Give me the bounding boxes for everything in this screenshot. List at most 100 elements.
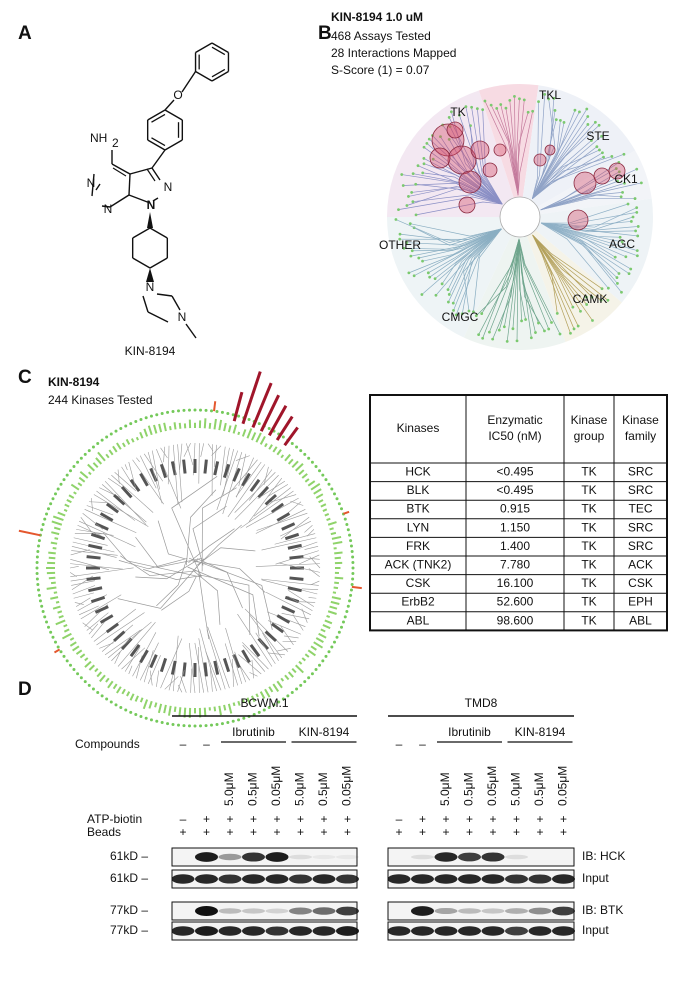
- tree-leaf-label: [90, 595, 106, 604]
- tree-dot: [51, 497, 55, 501]
- kinome-branch: [518, 238, 532, 338]
- tree-bar: [272, 683, 280, 692]
- tree-bar: [237, 700, 241, 706]
- kinome-branch: [532, 125, 600, 199]
- tree-branch: [299, 554, 320, 565]
- table-cell: TK: [581, 595, 596, 609]
- tree-dot: [96, 691, 100, 695]
- table-cell: 0.915: [500, 502, 530, 516]
- kinome-branch: [540, 222, 618, 284]
- kinome-node: [491, 337, 495, 341]
- tree-bar: [223, 422, 227, 432]
- tree-branch: [274, 533, 316, 545]
- tree-dot: [45, 512, 49, 516]
- tree-dot: [348, 599, 352, 603]
- kinome-branch: [541, 222, 638, 237]
- blot-band: [505, 908, 528, 914]
- tree-dot: [318, 469, 322, 473]
- tree-leaf-label: [290, 566, 304, 570]
- kinome-branch: [532, 124, 589, 199]
- row-label: Beads: [87, 825, 121, 839]
- tree-bar: [53, 591, 58, 594]
- kinome-branch: [516, 98, 520, 196]
- tree-dot: [215, 722, 219, 726]
- tree-dot: [59, 650, 63, 654]
- interaction-circle: [533, 153, 547, 167]
- tree-branch: [104, 480, 147, 525]
- kinome-node: [576, 324, 580, 328]
- kinome-node: [629, 267, 633, 271]
- tree-dot: [339, 507, 343, 511]
- kinome-node: [447, 138, 451, 141]
- kinome-node: [477, 333, 481, 337]
- tree-dot: [114, 703, 118, 707]
- tree-bar: [84, 660, 92, 668]
- tree-bar: [251, 695, 256, 703]
- tree-bar: [178, 707, 182, 717]
- kinome-node: [534, 331, 537, 334]
- bond: [147, 109, 166, 121]
- bond: [152, 197, 159, 202]
- sign: +: [273, 825, 280, 839]
- tree-dot: [129, 710, 133, 714]
- tree-branch: [136, 457, 140, 462]
- table-cell: ErbB2: [401, 595, 435, 609]
- tree-bar: [264, 688, 271, 698]
- table-cell: 16.100: [497, 576, 534, 590]
- tree-branch: [257, 480, 286, 499]
- tree-branch: [172, 444, 179, 505]
- tree-branch: [261, 578, 319, 586]
- tree-branch: [280, 625, 294, 646]
- tree-dot: [149, 414, 153, 418]
- kinome-branch: [541, 222, 621, 238]
- tree-dot: [65, 473, 69, 477]
- tree-leaf-label: [139, 649, 149, 664]
- tree-dot: [307, 456, 311, 460]
- cell-line: BCWM.1: [241, 696, 289, 710]
- tree-bar: [332, 591, 337, 594]
- blot-band: [289, 907, 312, 915]
- tree-branch: [244, 608, 289, 652]
- tree-branch: [114, 651, 121, 664]
- tree-leaf-label: [139, 472, 149, 487]
- kinome-branch: [470, 125, 503, 205]
- tree-bar: [79, 653, 86, 659]
- kinome-node: [619, 195, 623, 199]
- tree-bar: [259, 435, 266, 445]
- kinome-node: [511, 327, 515, 331]
- tree-leaf-label: [88, 586, 103, 593]
- mw-marker: 61kD –: [110, 871, 148, 885]
- tree-branch: [267, 484, 289, 497]
- kinome-node: [585, 107, 589, 111]
- tree-branch: [194, 524, 242, 570]
- tree-branch: [256, 512, 308, 531]
- tree-branch: [213, 444, 218, 468]
- kinome-node: [411, 200, 415, 204]
- tree-dot: [341, 620, 345, 624]
- tree-branch: [188, 642, 196, 694]
- tree-dot: [91, 687, 95, 691]
- tree-bar: [272, 446, 278, 453]
- table-cell: BLK: [407, 483, 430, 497]
- kinome-branch: [517, 111, 533, 196]
- kinome-node: [591, 319, 594, 322]
- tree-branch: [290, 500, 304, 506]
- tree-branch: [261, 537, 317, 551]
- tree-dot: [333, 640, 337, 644]
- tree-dot: [226, 721, 230, 725]
- kinome-node: [410, 191, 414, 194]
- tree-bar: [63, 508, 68, 512]
- tree-leaf-label: [241, 472, 251, 487]
- tree-branch: [301, 588, 319, 591]
- tree-branch: [164, 676, 179, 690]
- sign: +: [344, 812, 351, 826]
- hit-bar: [275, 415, 294, 441]
- kinome-branch: [428, 228, 502, 274]
- tree-bar: [232, 424, 238, 434]
- tree-leaf-label: [222, 657, 231, 673]
- kinome-node: [610, 155, 614, 158]
- sign: +: [297, 825, 304, 839]
- tree-dot: [35, 577, 39, 581]
- sign: +: [513, 825, 520, 839]
- tree-dot: [343, 517, 347, 521]
